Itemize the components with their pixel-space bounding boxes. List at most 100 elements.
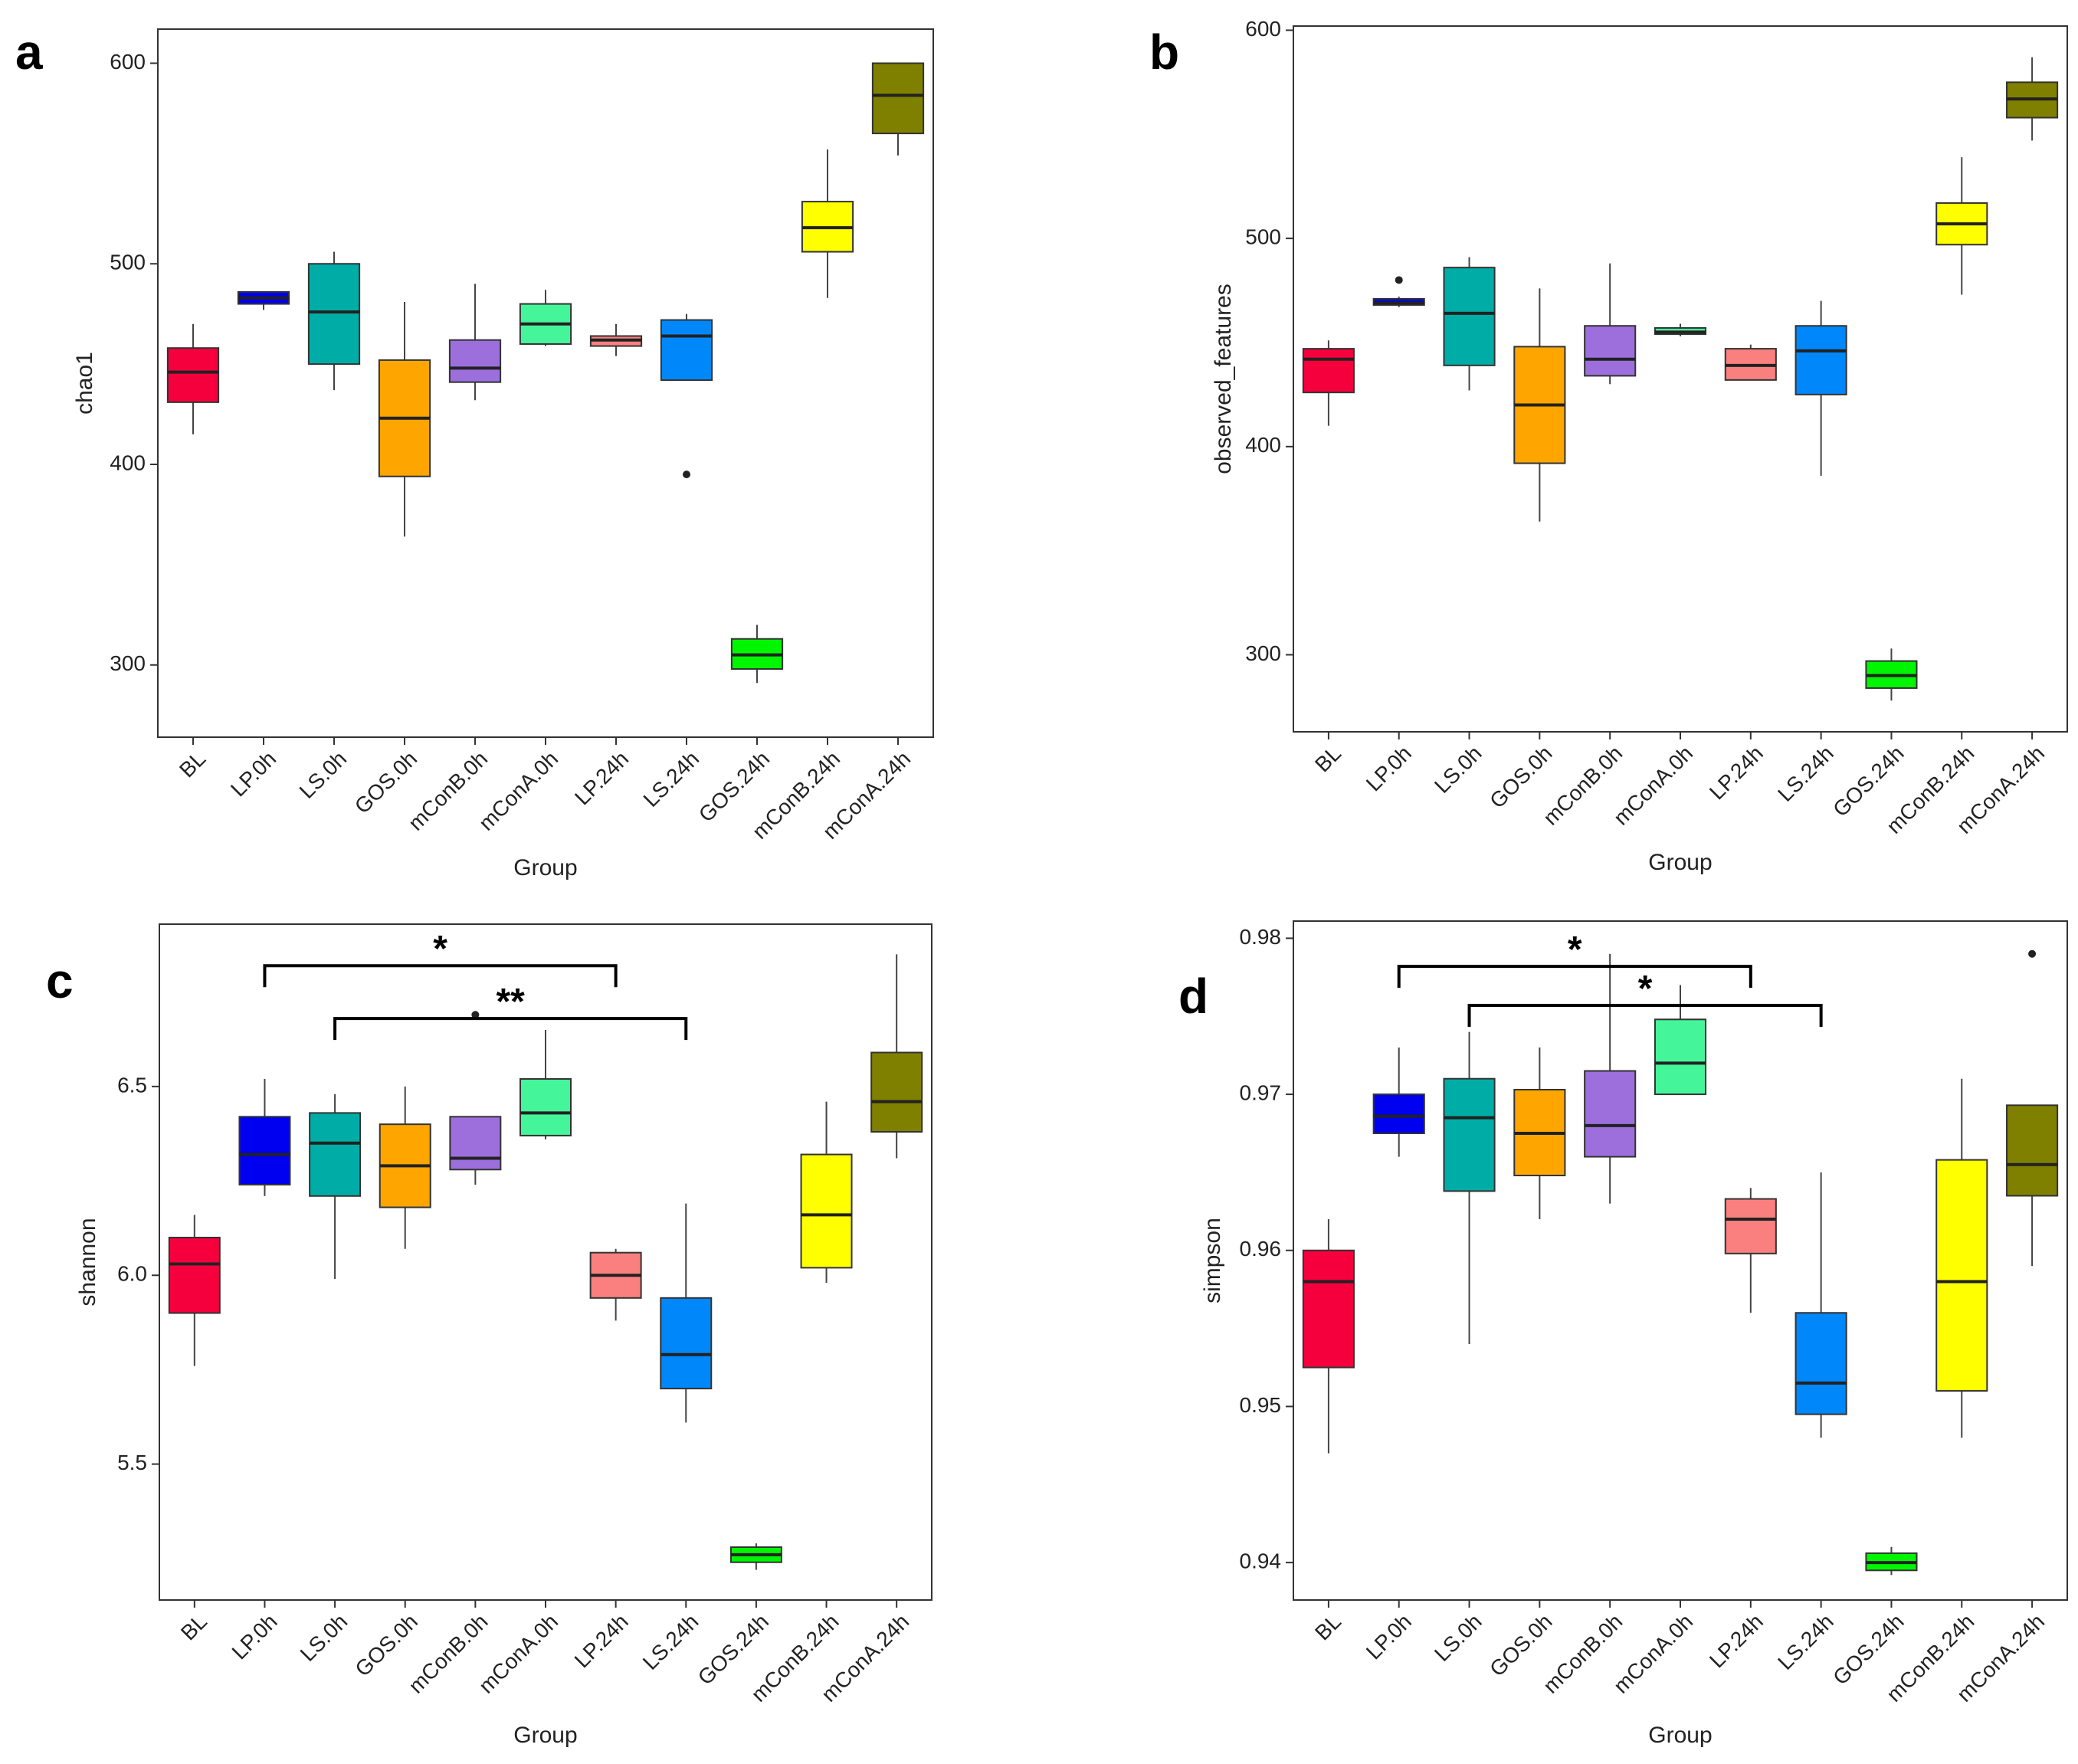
iqr-box [871,62,925,135]
panel-d: d 0.94 0.95 0.96 0.97 0.98 simpson Group BL LP.0h… [1178,920,2068,1748]
x-tick-label: LS.24h [1773,741,1838,806]
panel-label: c [46,953,74,1008]
x-tick-label: BL [1310,1609,1345,1644]
y-axis-title: chao1 [72,352,97,415]
x-tick-label: GOS.0h [1485,1609,1556,1680]
iqr-box [1302,1249,1355,1369]
box-LS.0h [1443,257,1496,391]
box-LS.0h [307,251,361,391]
x-tick-label: LP.24h [570,1609,633,1672]
x-tick-label: GOS.0h [350,746,421,818]
y-tick-label: 0.96 [1240,1237,1282,1261]
x-tick-label: BL [175,746,210,782]
iqr-box [1794,1312,1847,1415]
iqr-box [448,339,502,383]
significance-bracket [263,964,618,988]
iqr-box [166,347,220,403]
x-tick-label: BL [176,1609,211,1644]
y-tick-label: 0.95 [1240,1393,1282,1417]
box-LP.0h [1372,276,1425,307]
box-mConA.24h [870,954,923,1159]
iqr-box [1654,1018,1707,1096]
box-mConA.24h [2006,57,2059,141]
box-mConB.0h [1584,953,1637,1204]
y-tick-label: 5.5 [117,1451,147,1474]
box-LP.0h [237,290,290,310]
significance-label: * [433,929,447,969]
y-tick-label: 600 [110,50,146,74]
y-tick-label: 400 [1245,433,1281,457]
y-axis-title: observed_features [1211,284,1236,474]
significance-bracket [1467,1003,1823,1027]
x-tick-label: LS.0h [1430,1609,1486,1666]
outlier-point [1395,276,1403,284]
y-tick-label: 600 [1245,17,1281,41]
box-LP.0h [238,1079,291,1196]
box-LS.24h [1794,1172,1847,1438]
box-LS.24h [1794,300,1847,476]
box-BL [166,323,220,434]
iqr-box [309,1112,362,1197]
box-mConB.0h [448,284,502,401]
x-tick-label: LS.24h [638,1609,703,1674]
box-LP.24h [589,1248,642,1321]
x-tick-label: BL [1310,741,1345,776]
panel-label: b [1149,25,1179,80]
plot-border [157,28,934,738]
y-tick-label: 6.5 [117,1073,147,1097]
box-BL [1302,1219,1355,1454]
x-tick-label: LS.0h [296,1609,352,1666]
iqr-box [660,1297,713,1390]
x-tick-label: LS.24h [639,746,704,812]
significance-label: * [1638,969,1653,1009]
box-mConB.24h [1935,157,1988,295]
box-GOS.24h [1865,1546,1918,1575]
x-tick-label: LP.24h [570,746,633,809]
y-tick-label: 0.94 [1240,1549,1282,1573]
x-tick-label: LS.24h [1773,1609,1838,1674]
y-tick-label: 0.97 [1240,1080,1282,1104]
x-tick-label: LP.24h [1705,741,1768,804]
y-tick-label: 400 [110,451,146,474]
significance-bracket [333,1017,688,1041]
x-tick-label: LP.0h [1362,741,1416,795]
box-GOS.0h [1513,1047,1566,1220]
box-BL [1302,340,1355,426]
x-tick-label: LS.0h [1430,741,1486,798]
box-mConA.0h [519,290,572,346]
panel-label: a [15,25,43,80]
iqr-box [449,1116,502,1171]
y-tick-label: 300 [110,651,146,675]
box-LP.24h [1724,344,1777,381]
iqr-box [1724,1198,1777,1254]
box-mConB.0h [449,1011,502,1185]
y-tick-label: 500 [110,251,146,274]
iqr-box [1584,325,1637,377]
box-LS.24h [660,313,713,479]
x-axis-title: Group [513,855,577,880]
x-tick-label: LP.24h [1705,1609,1768,1672]
box-BL [168,1215,221,1366]
x-axis-title: Group [513,1723,577,1748]
iqr-box [1372,1093,1425,1135]
outlier-point [2028,949,2037,958]
box-GOS.0h [378,301,431,537]
plot-border [1293,25,2068,733]
outlier-point [683,471,690,479]
y-axis-title: simpson [1200,1218,1225,1303]
box-mConB.0h [1584,263,1637,385]
box-LS.0h [1443,1031,1496,1344]
iqr-box [800,1153,853,1269]
iqr-box [1443,267,1496,366]
box-GOS.24h [730,625,784,684]
box-LP.0h [1372,1047,1425,1157]
iqr-box [2006,1104,2059,1197]
y-tick-label: 0.98 [1240,925,1282,949]
panel-label: d [1178,969,1208,1024]
x-tick-label: GOS.0h [351,1609,422,1680]
box-mConB.24h [800,1101,853,1284]
box-GOS.0h [1513,288,1566,522]
iqr-box [1794,325,1847,395]
panel-c: c 5.5 6.0 6.5 shannon Group BL LP.0h LS.0hGOS.0h… [46,923,932,1748]
